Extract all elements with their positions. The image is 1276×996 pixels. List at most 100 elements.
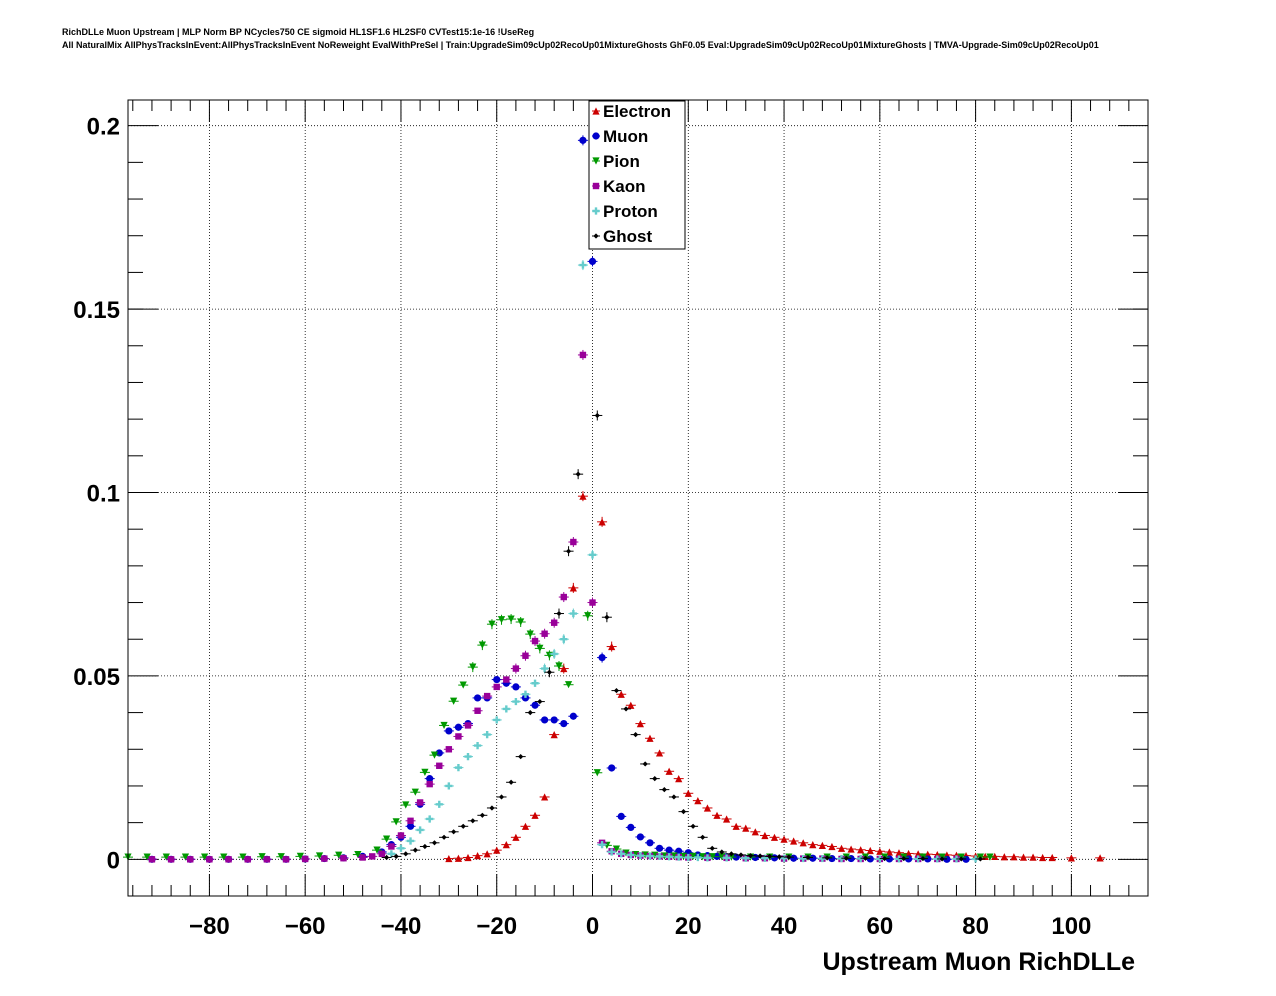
data-point-electron [914, 850, 922, 858]
data-point-ghost [470, 818, 476, 824]
data-point-kaon [512, 665, 520, 672]
data-point-pion [220, 853, 228, 861]
data-point-kaon [407, 817, 414, 825]
data-point-proton [799, 854, 807, 863]
data-point-electron [1029, 853, 1037, 861]
data-point-proton [397, 844, 405, 852]
data-point-kaon [493, 683, 500, 691]
data-point-ghost [652, 776, 658, 782]
data-point-electron [502, 841, 510, 849]
data-point-ghost [489, 805, 495, 811]
data-point-electron [617, 690, 625, 698]
data-point-ghost [824, 855, 830, 861]
data-point-ghost [767, 853, 773, 859]
data-point-muon [598, 653, 606, 662]
data-point-kaon [550, 619, 558, 626]
data-point-kaon [187, 856, 194, 863]
data-point-muon [646, 839, 654, 847]
y-tick-label: 0.2 [87, 114, 120, 141]
data-point-electron [751, 828, 759, 836]
data-point-electron [866, 846, 874, 855]
data-point-muon [521, 694, 530, 702]
x-axis-label: Upstream Muon RichDLLe [822, 948, 1135, 976]
data-point-kaon [263, 856, 271, 863]
data-point-electron [742, 824, 750, 832]
data-point-ghost [757, 853, 763, 859]
data-point-proton [493, 716, 501, 724]
data-point-ghost [805, 854, 811, 861]
data-point-pion [488, 620, 496, 628]
data-point-electron [464, 853, 472, 862]
data-point-muon [809, 854, 817, 862]
data-point-ghost [738, 852, 744, 858]
plot-frame [127, 99, 1149, 897]
legend-label-pion: Pion [603, 152, 640, 171]
data-point-kaon [589, 599, 596, 606]
data-point-electron [876, 847, 884, 855]
data-point-ghost [901, 855, 907, 862]
data-point-proton [541, 664, 549, 673]
legend-label-muon: Muon [603, 127, 648, 146]
data-point-muon [636, 833, 644, 841]
data-point-electron [1000, 853, 1008, 861]
x-tick-label: 60 [866, 913, 893, 940]
data-point-ghost [728, 851, 734, 857]
data-point-muon [512, 683, 520, 691]
data-point-electron [790, 837, 798, 845]
data-point-proton [569, 609, 577, 618]
data-point-kaon [148, 856, 156, 863]
data-point-proton [636, 852, 644, 860]
legend: Electron Muon Pion Kaon Proton Ghost [588, 100, 686, 250]
data-point-kaon [369, 853, 376, 860]
data-point-pion [517, 618, 525, 626]
data-point-proton [426, 815, 434, 823]
data-point-ghost [460, 823, 466, 829]
data-point-muon [655, 844, 664, 852]
data-point-electron [1010, 853, 1018, 861]
data-point-pion [382, 835, 391, 843]
data-point-electron [837, 844, 846, 852]
data-point-electron [665, 767, 673, 775]
data-point-pion [162, 853, 170, 861]
data-point-ghost [958, 856, 964, 862]
data-point-kaon [522, 652, 529, 659]
data-point-muon [454, 723, 463, 731]
x-tick-label: 40 [771, 913, 798, 940]
legend-label-kaon: Kaon [603, 177, 646, 196]
data-point-electron [818, 841, 826, 849]
data-point-ghost [709, 845, 715, 851]
data-point-ghost [508, 779, 514, 785]
data-point-electron [454, 854, 463, 862]
data-point-electron [493, 846, 501, 854]
data-point-proton [560, 635, 568, 643]
series-electron [443, 491, 1106, 863]
data-point-proton [646, 852, 654, 860]
y-tick-label: 0.05 [73, 664, 120, 691]
data-point-ghost [565, 548, 572, 554]
y-tick-label: 0.1 [87, 480, 120, 507]
data-point-proton [483, 730, 491, 739]
data-point-muon [665, 846, 673, 854]
data-point-ghost [939, 856, 945, 862]
data-point-proton [780, 854, 788, 862]
data-point-muon [473, 694, 482, 702]
data-point-pion [411, 788, 419, 796]
data-point-electron [722, 815, 731, 823]
data-point-pion [564, 681, 573, 689]
data-point-electron [694, 797, 702, 805]
y-tick-label: 0.15 [73, 297, 120, 324]
data-point-proton [521, 690, 530, 698]
data-point-electron [512, 833, 520, 841]
data-point-electron [521, 822, 530, 830]
data-point-ghost [786, 854, 792, 860]
data-point-electron [579, 492, 587, 500]
data-point-muon [866, 855, 874, 863]
data-point-kaon [321, 855, 328, 862]
data-points [123, 135, 1106, 863]
data-point-kaon [455, 733, 462, 740]
data-point-ghost [680, 809, 687, 815]
data-point-proton [473, 742, 482, 750]
data-point-electron [981, 852, 989, 860]
data-point-electron [991, 852, 999, 860]
